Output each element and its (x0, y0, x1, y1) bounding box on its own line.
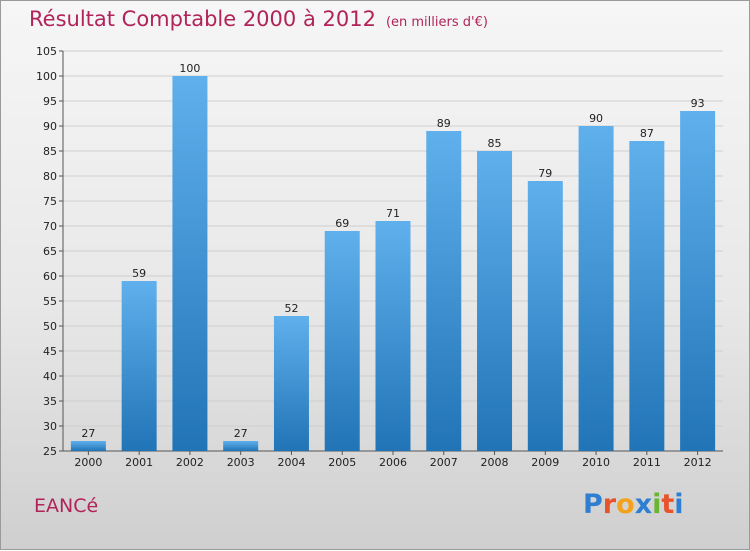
bars (70, 76, 716, 451)
bar-2012 (680, 111, 716, 451)
bar-2001 (121, 281, 157, 451)
bar-2010 (578, 126, 614, 451)
y-tick-label: 75 (43, 195, 57, 208)
bar-2009 (527, 181, 563, 451)
data-label-2002: 100 (179, 62, 200, 75)
x-tick-label: 2005 (328, 456, 356, 469)
y-tick-label: 80 (43, 170, 57, 183)
x-tick-label: 2007 (430, 456, 458, 469)
y-tick-label: 40 (43, 370, 57, 383)
data-label-2007: 89 (437, 117, 451, 130)
x-tick-label: 2001 (125, 456, 153, 469)
y-tick-label: 30 (43, 420, 57, 433)
x-tick-label: 2000 (74, 456, 102, 469)
logo-letter: i (674, 489, 684, 520)
x-tick-label: 2008 (481, 456, 509, 469)
proxiti-logo[interactable]: Proxiti (583, 489, 684, 520)
data-label-2005: 69 (335, 217, 349, 230)
data-label-2000: 27 (81, 427, 95, 440)
logo-letter: P (583, 489, 603, 520)
bar-2002 (172, 76, 208, 451)
logo-letter: o (616, 489, 635, 520)
bar-2004 (273, 316, 309, 451)
data-label-2010: 90 (589, 112, 603, 125)
y-tick-label: 100 (36, 70, 57, 83)
data-label-2008: 85 (488, 137, 502, 150)
bar-2008 (477, 151, 513, 451)
y-tick-label: 85 (43, 145, 57, 158)
y-tick-label: 35 (43, 395, 57, 408)
data-label-2011: 87 (640, 127, 654, 140)
bar-2007 (426, 131, 462, 451)
chart-title: Résultat Comptable 2000 à 2012 (en millie… (29, 7, 488, 31)
y-tick-label: 70 (43, 220, 57, 233)
x-tick-label: 2012 (684, 456, 712, 469)
bar-2000 (70, 441, 106, 451)
x-tick-label: 2009 (531, 456, 559, 469)
x-tick-label: 2002 (176, 456, 204, 469)
y-tick-label: 65 (43, 245, 57, 258)
bar-2005 (324, 231, 360, 451)
data-label-2009: 79 (538, 167, 552, 180)
logo-letter: i (652, 489, 662, 520)
x-tick-label: 2006 (379, 456, 407, 469)
labels: 25 30 35 40 45 50 55 60 65 70 75 80 85 90 95 100 105 2000… (36, 45, 712, 469)
x-tick-label: 2003 (227, 456, 255, 469)
data-label-2001: 59 (132, 267, 146, 280)
data-label-2006: 71 (386, 207, 400, 220)
y-tick-label: 95 (43, 95, 57, 108)
x-tick-label: 2010 (582, 456, 610, 469)
commune-name: EANCé (34, 495, 99, 517)
logo-letter: t (661, 489, 675, 520)
data-label-2003: 27 (234, 427, 248, 440)
chart-title-text: Résultat Comptable 2000 à 2012 (29, 7, 376, 31)
data-label-2012: 93 (691, 97, 705, 110)
logo-letter: x (634, 489, 653, 520)
x-tick-label: 2011 (633, 456, 661, 469)
y-tick-label: 90 (43, 120, 57, 133)
bar-2011 (629, 141, 665, 451)
bar-2006 (375, 221, 411, 451)
y-tick-label: 25 (43, 445, 57, 458)
data-label-2004: 52 (284, 302, 298, 315)
y-tick-label: 105 (36, 45, 57, 58)
y-tick-label: 60 (43, 270, 57, 283)
logo-letter: r (602, 489, 617, 520)
y-tick-label: 55 (43, 295, 57, 308)
x-tick-label: 2004 (277, 456, 305, 469)
y-tick-label: 50 (43, 320, 57, 333)
y-tick-label: 45 (43, 345, 57, 358)
chart-subtitle: (en milliers d'€) (385, 15, 488, 30)
bar-2003 (223, 441, 259, 451)
